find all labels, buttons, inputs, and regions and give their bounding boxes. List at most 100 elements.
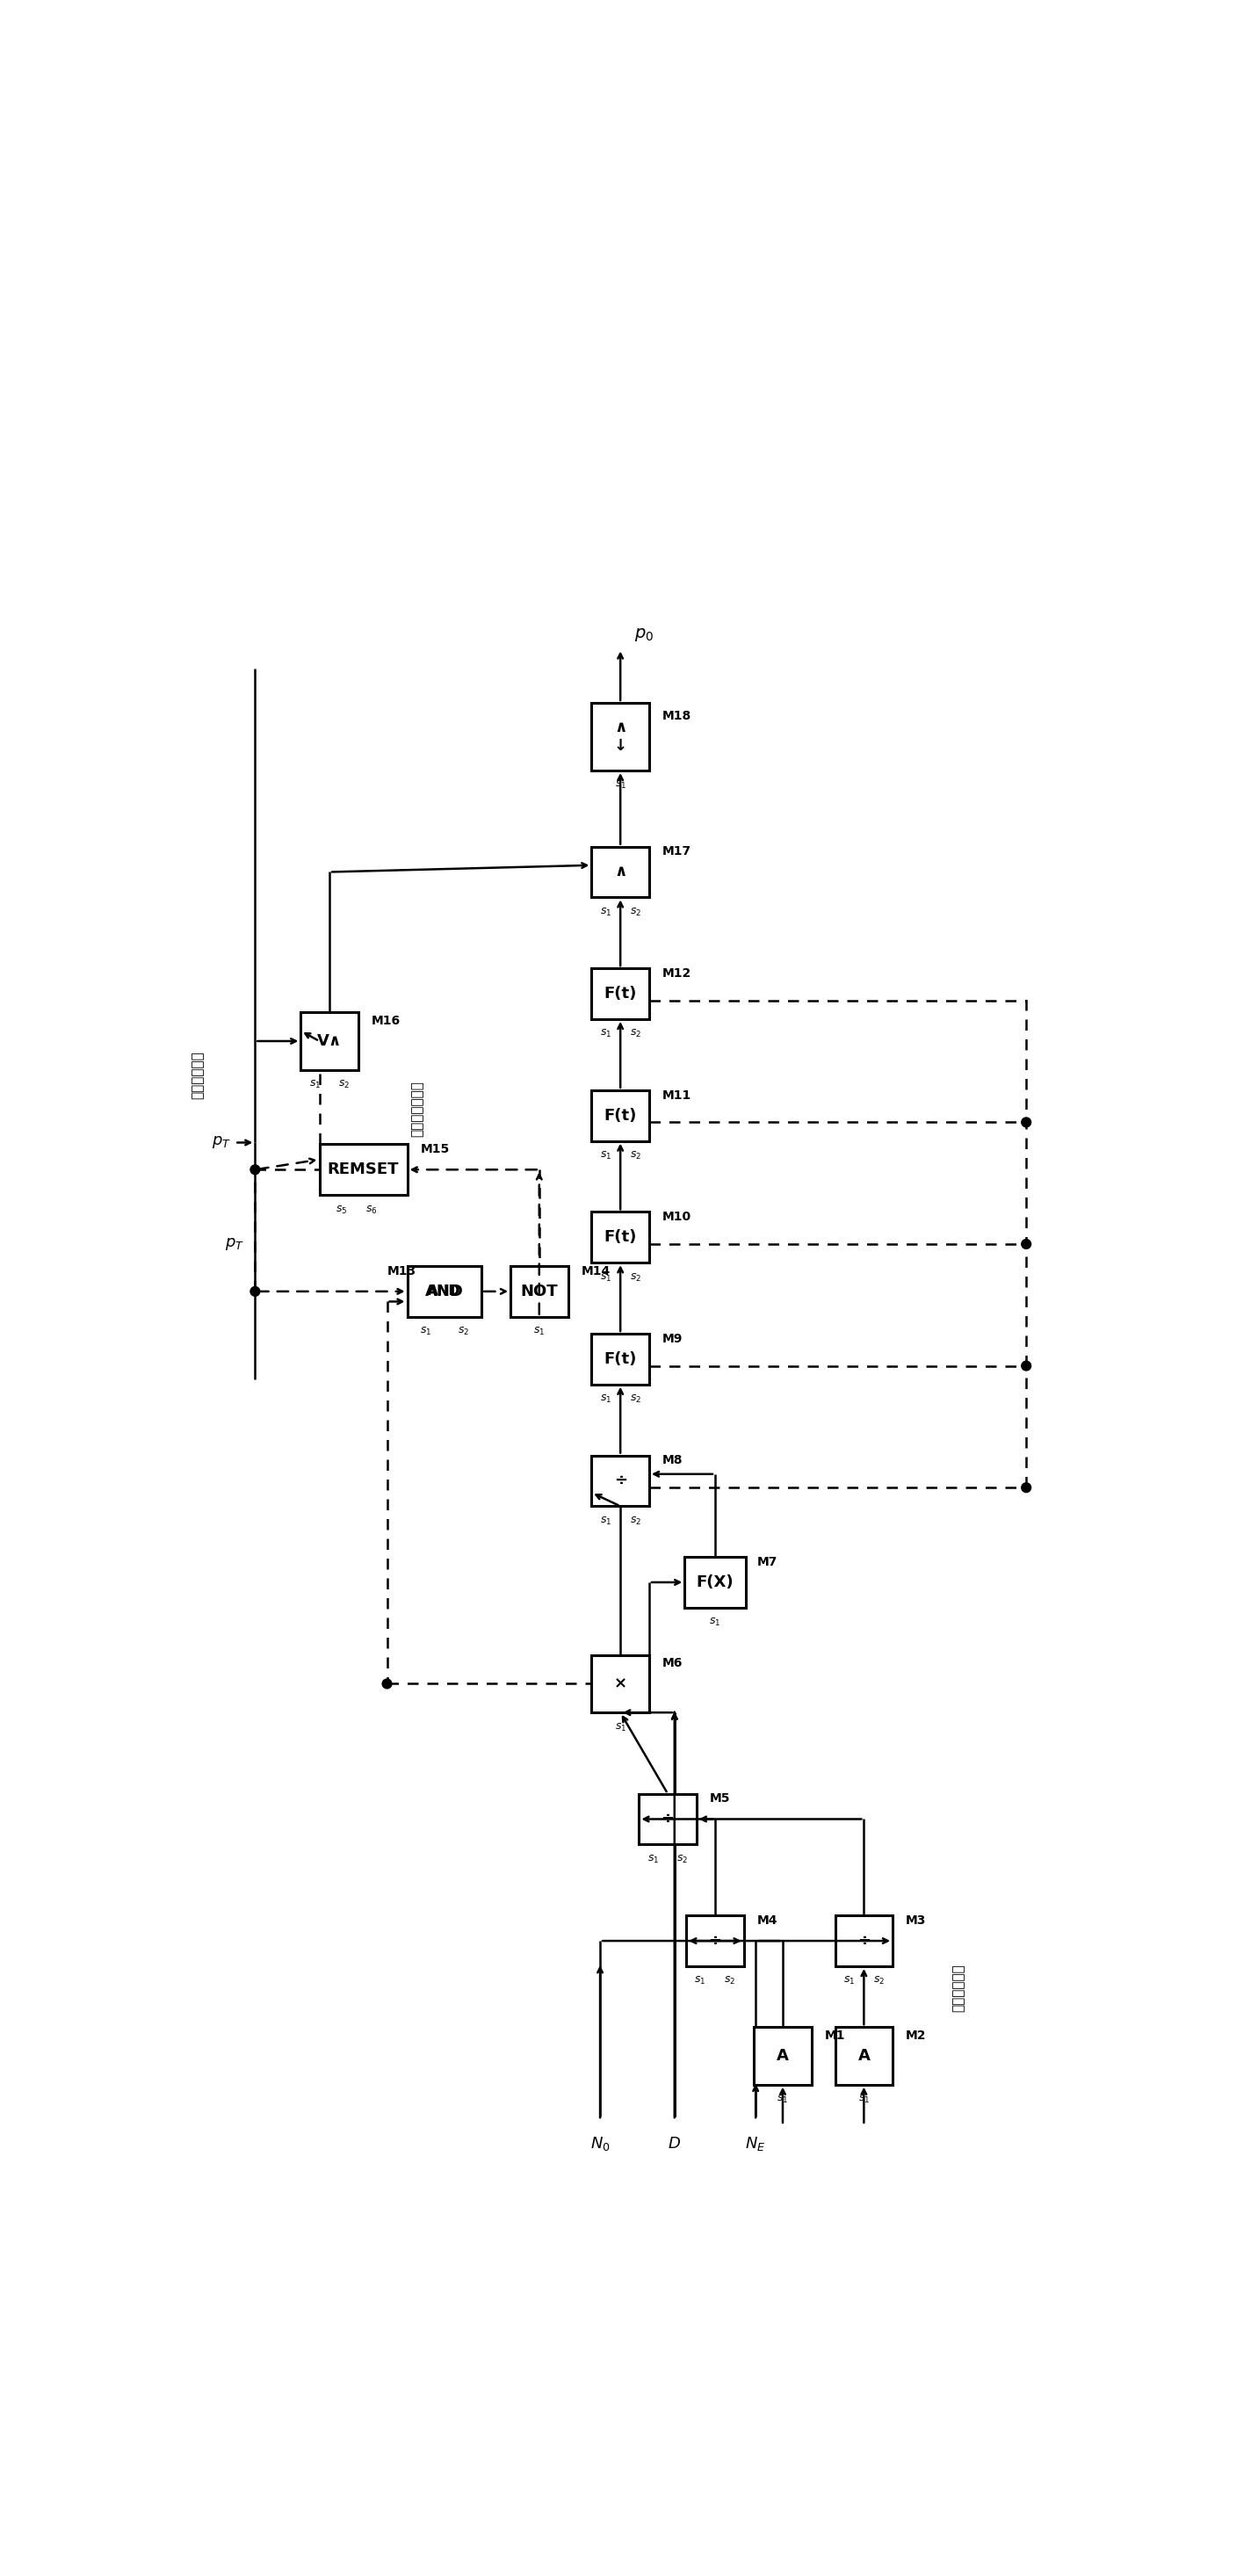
Circle shape: [250, 1285, 260, 1296]
Text: $s_2$: $s_2$: [629, 1515, 642, 1528]
Text: A: A: [776, 2048, 789, 2063]
Text: $s_2$: $s_2$: [458, 1327, 469, 1337]
Text: F(t): F(t): [604, 1229, 637, 1244]
FancyBboxPatch shape: [591, 1455, 649, 1507]
Text: F(t): F(t): [604, 1352, 637, 1368]
Text: M13: M13: [387, 1265, 416, 1278]
FancyBboxPatch shape: [591, 1090, 649, 1141]
Circle shape: [1021, 1118, 1032, 1128]
Text: $s_2$: $s_2$: [629, 1149, 642, 1162]
Text: V∧: V∧: [317, 1033, 342, 1048]
Text: M17: M17: [662, 845, 692, 858]
Text: $s_1$: $s_1$: [843, 1976, 855, 1986]
FancyBboxPatch shape: [835, 1917, 893, 1965]
Text: M18: M18: [662, 711, 692, 721]
Text: $N_E$: $N_E$: [746, 2136, 766, 2154]
Text: ÷: ÷: [708, 1932, 722, 1950]
Text: $s_1$: $s_1$: [600, 1273, 611, 1283]
Text: M6: M6: [662, 1656, 683, 1669]
Text: ÷: ÷: [857, 1932, 871, 1950]
Text: $s_1$: $s_1$: [600, 907, 611, 917]
FancyBboxPatch shape: [591, 848, 649, 896]
Text: $s_5$: $s_5$: [336, 1203, 347, 1216]
Text: $s_1$: $s_1$: [308, 1079, 321, 1090]
Circle shape: [1021, 1484, 1032, 1492]
FancyBboxPatch shape: [754, 2027, 811, 2084]
Text: $s_2$: $s_2$: [629, 1273, 642, 1283]
Text: M8: M8: [662, 1455, 683, 1466]
Text: REMSET: REMSET: [327, 1162, 399, 1177]
Text: M14: M14: [581, 1265, 610, 1278]
FancyBboxPatch shape: [687, 1917, 743, 1965]
Text: $p_T$: $p_T$: [213, 1133, 231, 1151]
Text: ∧: ∧: [614, 863, 626, 881]
Text: ÷: ÷: [614, 1473, 626, 1489]
FancyBboxPatch shape: [320, 1144, 408, 1195]
FancyBboxPatch shape: [591, 1654, 649, 1713]
Text: 锅炉主控自动: 锅炉主控自动: [952, 1963, 965, 2012]
Text: $s_1$: $s_1$: [533, 1327, 545, 1337]
Text: $s_1$: $s_1$: [615, 1721, 626, 1734]
Text: $N_0$: $N_0$: [590, 2136, 610, 2154]
FancyBboxPatch shape: [639, 1793, 697, 1844]
Text: F(t): F(t): [604, 1108, 637, 1123]
FancyBboxPatch shape: [511, 1265, 567, 1316]
Text: $s_2$: $s_2$: [629, 1394, 642, 1404]
Text: M10: M10: [662, 1211, 692, 1224]
Text: $s_2$: $s_2$: [677, 1855, 688, 1865]
Text: 锅炉主控手动: 锅炉主控手动: [191, 1051, 204, 1100]
Text: AND: AND: [425, 1283, 464, 1298]
Text: $s_1$: $s_1$: [777, 2094, 789, 2105]
Text: $s_1$: $s_1$: [600, 1515, 611, 1528]
Text: $p_0$: $p_0$: [634, 626, 654, 644]
Circle shape: [1021, 1239, 1032, 1249]
Text: $s_2$: $s_2$: [725, 1976, 736, 1986]
Text: $s_6$: $s_6$: [366, 1203, 377, 1216]
Circle shape: [250, 1164, 260, 1175]
FancyBboxPatch shape: [301, 1012, 359, 1069]
Text: M2: M2: [906, 2030, 926, 2043]
Text: $s_1$: $s_1$: [600, 1028, 611, 1041]
Text: M16: M16: [371, 1015, 400, 1028]
Text: $s_2$: $s_2$: [629, 1028, 642, 1041]
Text: A: A: [858, 2048, 871, 2063]
Text: $s_1$: $s_1$: [647, 1855, 659, 1865]
Text: ÷: ÷: [662, 1811, 674, 1826]
Text: $s_2$: $s_2$: [629, 907, 642, 917]
Text: ∧
↓: ∧ ↓: [614, 719, 626, 755]
FancyBboxPatch shape: [684, 1556, 746, 1607]
Text: F(X): F(X): [697, 1574, 733, 1589]
Text: $s_1$: $s_1$: [420, 1327, 431, 1337]
Text: $s_1$: $s_1$: [694, 1976, 706, 1986]
Text: $p_T$: $p_T$: [225, 1236, 244, 1252]
FancyBboxPatch shape: [835, 2027, 893, 2084]
Circle shape: [1021, 1360, 1032, 1370]
Text: AND: AND: [428, 1285, 460, 1298]
Text: M9: M9: [662, 1332, 683, 1345]
Text: $s_2$: $s_2$: [338, 1079, 350, 1090]
Text: $s_1$: $s_1$: [600, 1149, 611, 1162]
FancyBboxPatch shape: [408, 1265, 482, 1316]
Text: F(t): F(t): [604, 987, 637, 1002]
Text: M1: M1: [825, 2030, 845, 2043]
FancyBboxPatch shape: [591, 1334, 649, 1383]
Text: NOT: NOT: [521, 1283, 559, 1298]
Text: $s_1$: $s_1$: [615, 781, 626, 791]
Text: $s_1$: $s_1$: [858, 2094, 869, 2105]
FancyBboxPatch shape: [408, 1265, 482, 1316]
Text: M3: M3: [906, 1914, 926, 1927]
FancyBboxPatch shape: [591, 969, 649, 1020]
Text: 汽轮机主控手动: 汽轮机主控手动: [411, 1082, 424, 1136]
FancyBboxPatch shape: [591, 703, 649, 770]
Text: M11: M11: [662, 1090, 692, 1103]
Text: M4: M4: [757, 1914, 777, 1927]
Text: M5: M5: [710, 1793, 731, 1806]
Text: M12: M12: [662, 969, 692, 979]
Text: $D$: $D$: [668, 2136, 681, 2151]
Text: $s_1$: $s_1$: [710, 1618, 721, 1628]
Text: M15: M15: [421, 1144, 450, 1157]
Text: M7: M7: [757, 1556, 777, 1569]
Circle shape: [382, 1680, 391, 1687]
Text: $s_1$: $s_1$: [600, 1394, 611, 1404]
FancyBboxPatch shape: [591, 1211, 649, 1262]
